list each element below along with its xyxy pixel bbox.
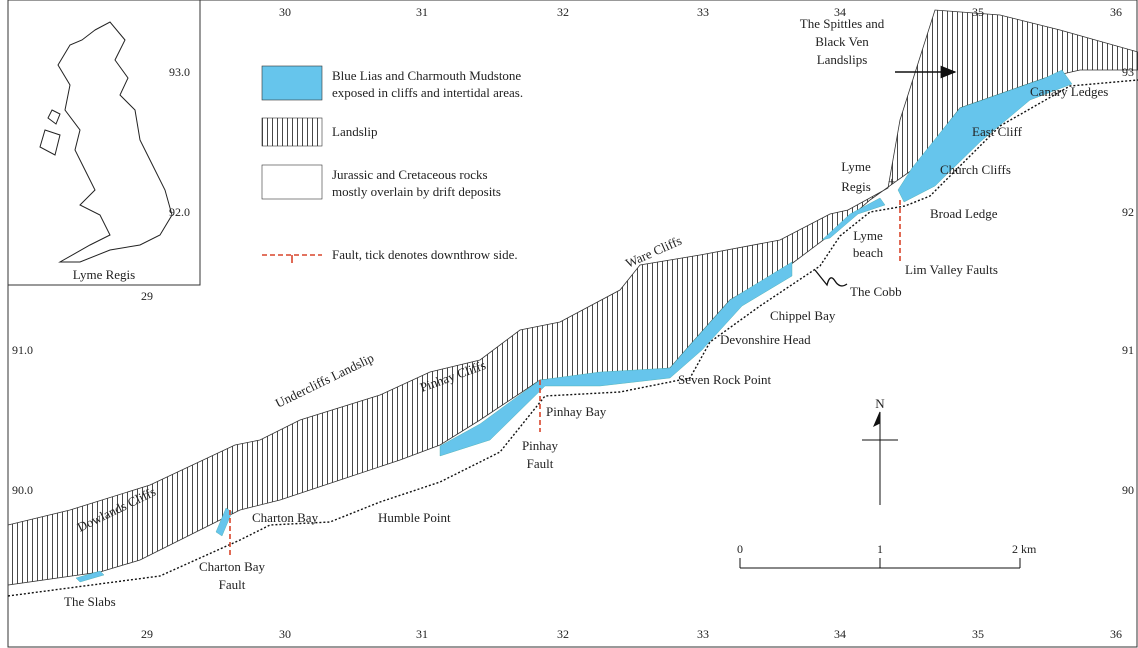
place-label: Church Cliffs bbox=[940, 162, 1011, 177]
legend-label: Landslip bbox=[332, 124, 378, 139]
uk-outline bbox=[39, 21, 173, 263]
north-head bbox=[873, 411, 881, 428]
inset-frame bbox=[7, 0, 201, 286]
faults bbox=[229, 200, 901, 556]
grid-label: 32 bbox=[557, 5, 569, 19]
exposure bbox=[439, 261, 793, 457]
place-label: Broad Ledge bbox=[930, 206, 998, 221]
grid-label: 36 bbox=[1110, 627, 1122, 641]
place-label: Fault bbox=[219, 577, 246, 592]
inset-place: Lyme Regis bbox=[73, 267, 135, 282]
place-label: beach bbox=[853, 245, 884, 260]
grid-label: 36 bbox=[1110, 5, 1122, 19]
grid-label: 35 bbox=[972, 5, 984, 19]
legend-label: Blue Lias and Charmouth Mudstone bbox=[332, 68, 521, 83]
cobb bbox=[814, 269, 848, 287]
grid-label: 93 bbox=[1122, 65, 1134, 79]
grid-label: 31 bbox=[416, 5, 428, 19]
place-label: Charton Bay bbox=[199, 559, 266, 574]
grid-label: 33 bbox=[697, 5, 709, 19]
legend-swatch bbox=[261, 164, 323, 200]
landslip bbox=[7, 9, 1138, 586]
scale-label: 0 bbox=[737, 542, 743, 556]
grid-label: 32 bbox=[557, 627, 569, 641]
legend-label: Fault, tick denotes downthrow side. bbox=[332, 247, 518, 262]
legend: Blue Lias and Charmouth Mudstone exposed… bbox=[261, 65, 523, 263]
grid-labels: 30 31 32 33 34 35 36 29 30 31 32 33 34 3… bbox=[12, 5, 1134, 641]
place-label: Pinhay Bay bbox=[546, 404, 607, 419]
place-label: Lim Valley Faults bbox=[905, 262, 998, 277]
grid-label: 91.0 bbox=[12, 343, 33, 357]
grid-label: 30 bbox=[279, 5, 291, 19]
place-label: The Spittles and bbox=[800, 16, 885, 31]
grid-label: 30 bbox=[279, 627, 291, 641]
scale-label: 2 km bbox=[1012, 542, 1037, 556]
legend-label: Jurassic and Cretaceous rocks bbox=[332, 167, 488, 182]
north-label: N bbox=[875, 396, 885, 411]
grid-label: 92 bbox=[1122, 205, 1134, 219]
exposure bbox=[75, 570, 105, 583]
coastline bbox=[7, 79, 1138, 597]
inset-grid-label: 29 bbox=[141, 289, 153, 303]
exposure bbox=[821, 197, 886, 241]
legend-label: exposed in cliffs and intertidal areas. bbox=[332, 85, 523, 100]
grid-label: 91 bbox=[1122, 343, 1134, 357]
place-label: Humble Point bbox=[378, 510, 451, 525]
place-label: Devonshire Head bbox=[720, 332, 811, 347]
legend-swatch bbox=[261, 65, 323, 101]
place-label: Canary Ledges bbox=[1030, 84, 1108, 99]
grid-label: 90.0 bbox=[12, 483, 33, 497]
exposure bbox=[897, 69, 1073, 203]
grid-label: 35 bbox=[972, 627, 984, 641]
grid-label: 31 bbox=[416, 627, 428, 641]
place-label: The Cobb bbox=[850, 284, 902, 299]
place-label: Landslips bbox=[817, 52, 868, 67]
inset-grid-label: 93.0 bbox=[169, 65, 190, 79]
place-label: Lyme bbox=[853, 228, 883, 243]
grid-label: 90 bbox=[1122, 483, 1134, 497]
north-arrow: N bbox=[862, 396, 898, 505]
place-label: Seven Rock Point bbox=[678, 372, 772, 387]
grid-label: 34 bbox=[834, 5, 846, 19]
grid-label: 29 bbox=[141, 627, 153, 641]
place-label: Fault bbox=[527, 456, 554, 471]
place-label: Black Ven bbox=[815, 34, 869, 49]
scale-label: 1 bbox=[877, 542, 883, 556]
place-label: East Cliff bbox=[972, 124, 1023, 139]
inset-grid-label: 92.0 bbox=[169, 205, 190, 219]
place-label: Charton Bay bbox=[252, 510, 319, 525]
place-label: Regis bbox=[841, 179, 871, 194]
place-label: Pinhay bbox=[522, 438, 559, 453]
place-label: The Slabs bbox=[64, 594, 116, 609]
town-marker: + bbox=[888, 174, 895, 189]
grid-label: 34 bbox=[834, 627, 846, 641]
place-label: Lyme bbox=[841, 159, 871, 174]
legend-swatch bbox=[261, 117, 323, 147]
legend-label: mostly overlain by drift deposits bbox=[332, 184, 501, 199]
place-label: Chippel Bay bbox=[770, 308, 836, 323]
grid-label: 33 bbox=[697, 627, 709, 641]
exposures bbox=[75, 69, 1073, 583]
scale-bar bbox=[739, 558, 1021, 569]
